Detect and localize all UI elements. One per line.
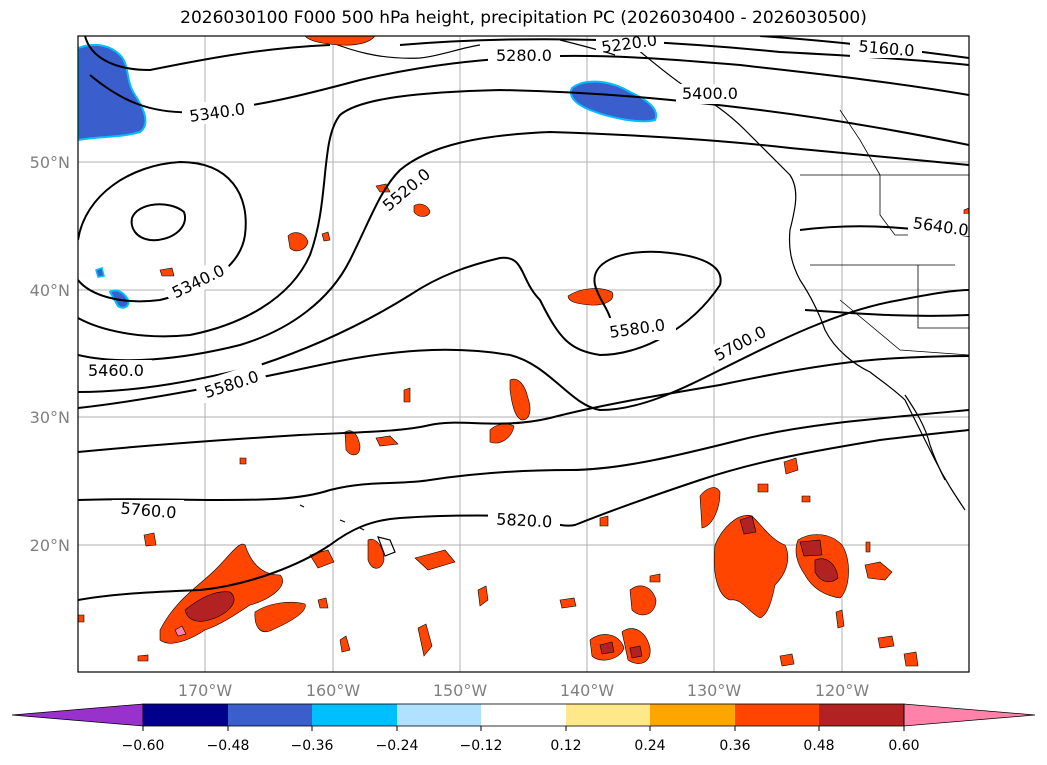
colorbar-tick-label: −0.24: [376, 738, 419, 754]
colorbar-segment: [819, 704, 904, 726]
contour-labels: 5280.0 5220.0 5160.0 5400.0 5340.0 5520.…: [80, 36, 969, 532]
lon-tick-label: 160°W: [306, 681, 361, 700]
lon-tick-label: 120°W: [815, 681, 870, 700]
colorbar-tick-label: −0.60: [122, 738, 165, 754]
colorbar-segment: [481, 704, 566, 726]
colorbar-tick-label: −0.48: [207, 738, 250, 754]
lon-tick-label: 170°W: [178, 681, 233, 700]
political-borders: [800, 109, 969, 356]
lat-tick-label: 20°N: [30, 536, 70, 555]
coastline: [299, 36, 966, 557]
colorbar-extend-high: [903, 703, 1036, 727]
colorbar-segment: [650, 704, 735, 726]
latitude-labels: 50°N 40°N 30°N 20°N: [30, 153, 70, 555]
colorbar-extend-low: [11, 703, 144, 727]
contour-label: 5460.0: [88, 361, 144, 380]
plot-frame: [77, 35, 970, 673]
precip-negative: [78, 43, 658, 309]
longitude-labels: 170°W 160°W 150°W 140°W 130°W 120°W: [178, 681, 870, 700]
colorbar-tick-label: 0.24: [634, 738, 665, 754]
lat-tick-label: 50°N: [30, 153, 70, 172]
colorbar-tick-label: 0.48: [803, 738, 834, 754]
contour-label: 5400.0: [682, 84, 738, 103]
colorbar-segment: [143, 704, 228, 726]
lon-tick-label: 140°W: [560, 681, 615, 700]
colorbar-segment: [312, 704, 397, 726]
contour-label: 5160.0: [858, 37, 915, 61]
map-title: 2026030100 F000 500 hPa height, precipit…: [180, 8, 867, 28]
colorbar-tick-label: −0.12: [460, 738, 503, 754]
colorbar-segment: [735, 704, 819, 726]
colorbar-tick-label: 0.12: [550, 738, 581, 754]
contour-label: 5820.0: [496, 510, 553, 532]
lat-tick-label: 30°N: [30, 408, 70, 427]
colorbar-segment: [566, 704, 650, 726]
colorbar-segment: [397, 704, 481, 726]
lat-tick-label: 40°N: [30, 281, 70, 300]
contour-label: 5280.0: [496, 46, 552, 65]
precip-positive: [78, 36, 969, 667]
colorbar-segment: [228, 704, 312, 726]
lon-tick-label: 150°W: [433, 681, 488, 700]
colorbar-tick-label: 0.36: [719, 738, 750, 754]
contour-label: 5760.0: [120, 499, 177, 523]
colorbar: −0.60 −0.48 −0.36 −0.24 −0.12 0.12 0.24 …: [11, 703, 1036, 754]
colorbar-tick-label: −0.36: [291, 738, 334, 754]
colorbar-tick-label: 0.60: [888, 738, 919, 754]
lon-tick-label: 130°W: [687, 681, 742, 700]
